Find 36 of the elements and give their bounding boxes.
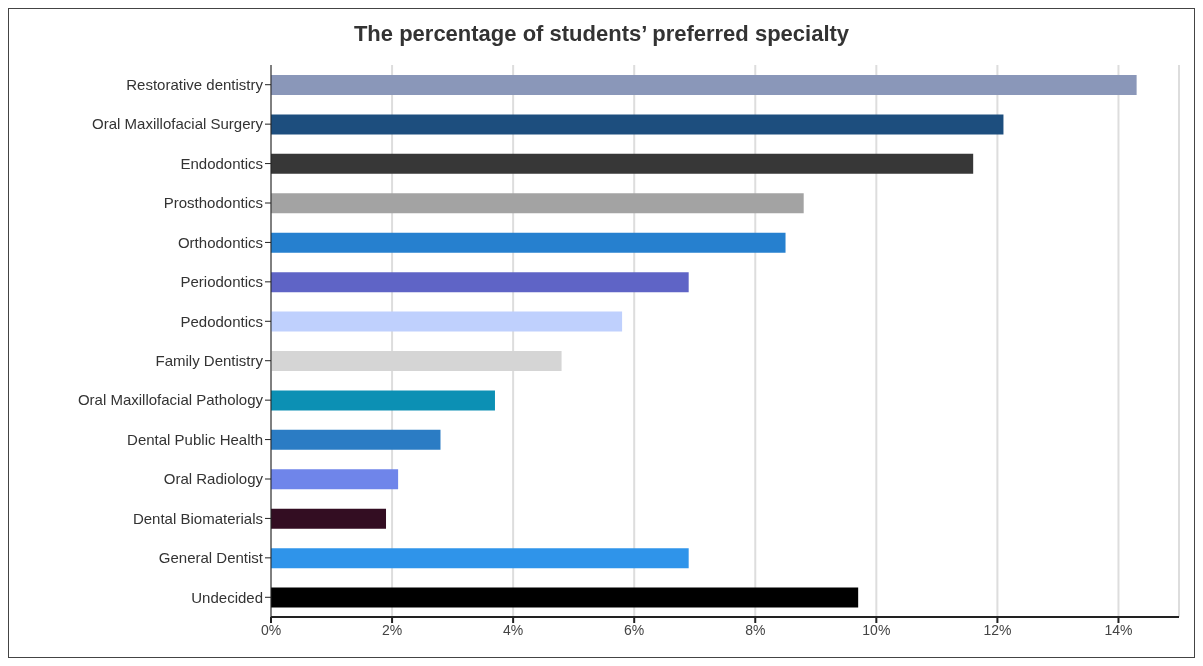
bar: [271, 232, 786, 253]
y-tick-label: Prosthodontics: [163, 194, 263, 212]
x-tick-label: 0%: [260, 621, 282, 638]
x-tick-label: 8%: [745, 621, 766, 638]
x-tick-label: 6%: [624, 621, 645, 638]
y-tick-label: Periodontics: [180, 273, 263, 291]
y-tick-label: Oral Maxillofacial Surgery: [92, 115, 264, 133]
x-tick-label: 2%: [381, 621, 403, 638]
x-tick-label: 10%: [862, 621, 891, 638]
y-tick-label: Restorative dentistry: [126, 76, 264, 94]
bar: [271, 508, 387, 529]
bar: [271, 272, 689, 293]
x-tick-label: 4%: [503, 621, 524, 638]
bar: [271, 469, 399, 490]
bar: [271, 587, 859, 608]
y-tick-label: Dental Public Health: [127, 430, 263, 448]
bar: [271, 193, 804, 214]
y-tick-label: Undecided: [191, 588, 263, 606]
bar: [271, 114, 1004, 135]
y-tick-label: Pedodontics: [180, 312, 263, 330]
y-tick-label: Dental Biomaterials: [132, 509, 263, 527]
x-tick-label: 14%: [1104, 621, 1133, 638]
bar: [271, 390, 495, 411]
x-tick-label: 12%: [983, 621, 1012, 638]
y-tick-label: Family Dentistry: [155, 352, 264, 370]
y-tick-label: Oral Radiology: [163, 470, 264, 488]
y-tick-label: Orthodontics: [177, 233, 263, 251]
y-tick-label: Endodontics: [180, 154, 263, 172]
y-tick-label: Oral Maxillofacial Pathology: [77, 391, 264, 409]
bar: [271, 75, 1137, 95]
chart-title: The percentage of students’ preferred specialty: [352, 20, 851, 48]
bar: [271, 311, 623, 332]
bar: [271, 153, 974, 174]
bar: [271, 429, 441, 450]
bar: [271, 548, 689, 569]
y-tick-label: General Dentist: [158, 549, 264, 567]
